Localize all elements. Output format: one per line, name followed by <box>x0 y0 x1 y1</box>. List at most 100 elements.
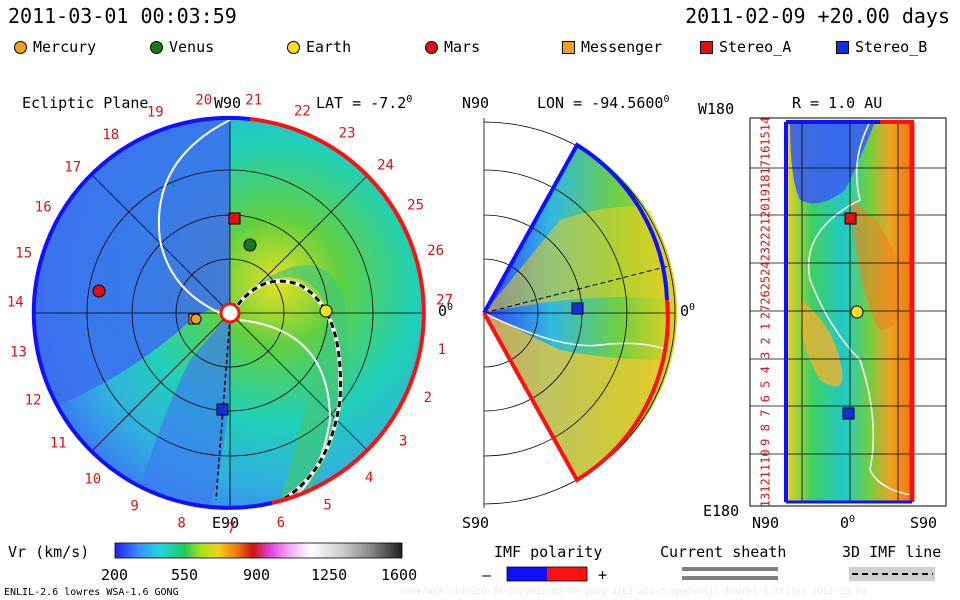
longitude-x-label-0: 00 <box>840 514 856 532</box>
legend-venus: Venus <box>150 38 214 56</box>
carrington-day-label: 22 <box>294 104 311 120</box>
venus-icon <box>150 40 163 54</box>
carrington-day-label: 12 <box>25 392 42 408</box>
longitude-y-label: 10 <box>759 449 773 463</box>
legend-label: Venus <box>169 38 215 56</box>
carrington-day-label: 25 <box>407 197 424 213</box>
longitude-y-label: 2 <box>759 337 773 344</box>
carrington-day-label: 21 <box>245 92 262 108</box>
legend-mercury: Mercury <box>14 38 96 56</box>
carrington-day-label: 13 <box>10 345 27 361</box>
carrington-day-label: 14 <box>7 295 24 311</box>
colorbar-tick-200: 200 <box>101 566 129 584</box>
imf-polarity-minus: – <box>482 566 492 584</box>
carrington-day-label: 8 <box>177 516 185 532</box>
legend-label: Earth <box>306 38 352 56</box>
legend-label: Stereo_B <box>855 38 928 56</box>
current-sheath-title: Current sheath <box>660 543 787 561</box>
colorbar-tick-1250: 1250 <box>311 566 348 584</box>
earth-marker <box>319 304 333 318</box>
legend-label: Stereo_A <box>719 38 792 56</box>
colorbar-label: Vr (km/s) <box>8 543 90 561</box>
imf-polarity-negative <box>507 567 547 581</box>
rim-positive <box>249 117 426 505</box>
longitude-y-label: 20 <box>759 204 773 218</box>
longitude-y-label: 27 <box>759 305 773 319</box>
longitude-y-label: 6 <box>759 395 773 402</box>
carrington-day-labels: 20 21222324252627123456789101112131415161… <box>7 92 453 537</box>
longitude-y-label: 13 <box>759 493 773 507</box>
carrington-day-label: 24 <box>377 158 394 174</box>
longitude-y-label: 3 <box>759 352 773 359</box>
longitude-y-label: 7 <box>759 410 773 417</box>
sun-icon <box>219 302 241 324</box>
imf-line-title: 3D IMF line <box>842 543 942 561</box>
forecast-time: 2011-02-09 +20.00 days <box>685 4 950 28</box>
longitude-plot: 1415161718192021222324252627123456789101… <box>749 117 947 507</box>
ecliptic-bottom-label: E90 <box>212 514 240 532</box>
longitude-y-label: 8 <box>759 424 773 431</box>
legend-stereo-a: Stereo_A <box>700 38 791 56</box>
model-label: ENLIL-2.6 lowres WSA-1.6 GONG <box>4 587 179 598</box>
longitude-title: R = 1.0 AU <box>792 94 883 112</box>
mars-marker <box>92 284 106 298</box>
carrington-day-label: 15 <box>15 246 32 262</box>
mars-icon <box>425 40 438 54</box>
ecliptic-top-label: W90 <box>214 94 242 112</box>
carrington-day-label: 3 <box>399 433 407 449</box>
mercury-icon <box>14 40 27 54</box>
stereo-b-marker <box>216 403 229 416</box>
legend-messenger: Messenger <box>562 38 662 56</box>
carrington-day-label: 11 <box>50 435 67 451</box>
watermark-text: cone/wsa-old/256-30-30/2011-02-09-gong-a… <box>400 587 866 597</box>
stereo-b-icon <box>836 40 849 54</box>
venus-marker <box>243 238 257 252</box>
messenger-icon <box>562 40 575 54</box>
longitude-y-label: 25 <box>759 276 773 290</box>
carrington-day-label: 7 <box>227 521 235 537</box>
lat-value: LAT = -7.2 <box>316 94 407 112</box>
longitude-y-labels: 1415161718192021222324252627123456789101… <box>759 117 773 507</box>
mercury-marker <box>190 313 202 325</box>
longitude-y-label: 23 <box>759 247 773 261</box>
meridional-bottom-label: S90 <box>462 514 490 532</box>
imf-line <box>230 279 342 500</box>
legend-label: Mars <box>444 38 481 56</box>
earth-icon <box>287 40 300 54</box>
degree-mark: 0 <box>406 94 413 105</box>
legend-earth: Earth <box>287 38 351 56</box>
legend-mars: Mars <box>425 38 480 56</box>
carrington-day-label: 16 <box>35 200 52 216</box>
imf-polarity-title: IMF polarity <box>494 543 603 561</box>
current-sheath-line-1 <box>682 567 778 571</box>
longitude-y-label: 9 <box>759 439 773 446</box>
longitude-top-left-label: W180 <box>698 100 735 118</box>
longitude-y-label: 21 <box>759 218 773 232</box>
carrington-day-label: 5 <box>323 498 331 514</box>
meridional-top-label: N90 <box>462 94 490 112</box>
colorbar-tick-1600: 1600 <box>381 566 418 584</box>
imf-polarity-plus: + <box>598 566 608 584</box>
longitude-y-label: 5 <box>759 381 773 388</box>
ecliptic-right-label: 00 <box>438 302 454 320</box>
longitude-bottom-left-label: E180 <box>703 502 740 520</box>
carrington-day-label: 18 <box>102 127 119 143</box>
imf-polarity-positive <box>547 567 587 581</box>
carrington-day-label: 10 <box>84 472 101 488</box>
carrington-day-label: 1 <box>438 342 446 358</box>
stereo-a-marker-longitude <box>844 212 857 225</box>
carrington-day-label: 26 <box>427 243 444 259</box>
carrington-day-label: 20 <box>195 93 212 109</box>
carrington-day-label: 9 <box>130 499 138 515</box>
stereo-a-marker <box>228 212 241 225</box>
longitude-y-label: 12 <box>759 478 773 492</box>
meridional-right-label: 00 <box>680 302 696 320</box>
carrington-day-label: 23 <box>339 126 356 142</box>
colorbar-tick-900: 900 <box>243 566 271 584</box>
run-datetime: 2011-03-01 00:03:59 <box>8 4 237 28</box>
current-sheath-line-2 <box>682 576 778 580</box>
ecliptic-lat-label: LAT = -7.20 <box>316 94 412 112</box>
longitude-y-label: 1 <box>759 323 773 330</box>
meridional-lon-label: LON = -94.56000 <box>537 94 670 112</box>
